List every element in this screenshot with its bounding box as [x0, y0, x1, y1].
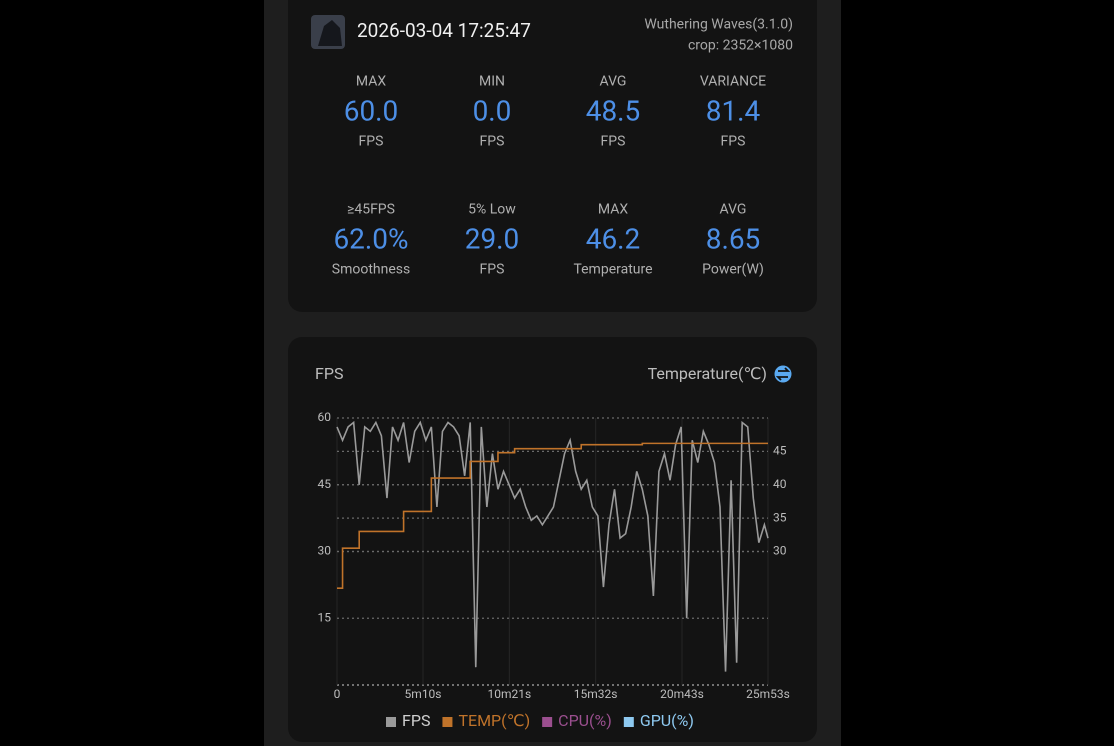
axis-switch-icon	[775, 367, 791, 381]
x-tick-label: 20m43s	[660, 687, 704, 701]
summary-card	[288, 0, 817, 312]
y2-axis-title: Temperature(℃)	[648, 364, 767, 383]
app-name: Wuthering Waves(3.1.0)	[644, 17, 793, 33]
stat-label: AVG	[720, 202, 747, 218]
y2-tick-label: 35	[773, 510, 787, 524]
stat-value: 60.0	[344, 94, 399, 127]
stat-unit: FPS	[480, 262, 505, 278]
x-tick-label: 25m53s	[746, 687, 790, 701]
stat-unit: FPS	[601, 134, 626, 150]
x-tick-label: 10m21s	[487, 687, 531, 701]
legend-label: FPS	[402, 711, 430, 730]
stat-label: 5% Low	[468, 202, 516, 218]
x-tick-label: 15m32s	[574, 687, 618, 701]
legend-swatch	[542, 717, 553, 727]
stat-value: 81.4	[706, 94, 761, 127]
stat-unit: FPS	[480, 134, 505, 150]
game-icon-figure	[318, 20, 342, 46]
stat-unit: Temperature	[573, 262, 652, 278]
stat-label: AVG	[600, 74, 627, 90]
stat-value: 48.5	[586, 94, 641, 127]
stat-value: 8.65	[706, 222, 761, 255]
stat-label: VARIANCE	[700, 74, 766, 90]
legend-label: GPU(%)	[640, 711, 694, 730]
y-tick-label: 60	[318, 410, 332, 424]
stats-grid: MAX 60.0 FPS MIN 0.0 FPS AVG 48.5 FPS VARIANCE 81.…	[332, 74, 766, 278]
stat-label: ≥45FPS	[347, 202, 395, 218]
y2-tick-label: 30	[773, 544, 787, 558]
y-tick-label: 45	[318, 477, 332, 491]
legend-swatch	[442, 717, 453, 727]
stat-value: 0.0	[473, 94, 512, 127]
x-tick-label: 0	[334, 687, 341, 701]
y2-tick-label: 45	[773, 444, 787, 458]
chart: 0 5m10s 10m21s 15m32s 20m43s 25m53s 15 30 45 60 30…	[318, 410, 790, 730]
series-line	[337, 442, 768, 590]
x-tick-label: 5m10s	[405, 687, 442, 701]
series-line	[336, 420, 769, 672]
stat-unit: Smoothness	[332, 262, 410, 278]
stat-label: MAX	[356, 74, 386, 90]
legend-swatch	[623, 717, 634, 727]
chart-card	[288, 337, 817, 742]
stat-unit: Power(W)	[702, 262, 764, 278]
stat-label: MIN	[479, 74, 505, 90]
y-tick-label: 15	[318, 610, 332, 624]
axis-switch-button[interactable]	[774, 365, 792, 383]
y2-tick-label: 40	[773, 477, 787, 491]
crop-size: crop: 2352×1080	[688, 38, 793, 54]
stat-unit: FPS	[359, 134, 384, 150]
stat-value: 46.2	[586, 222, 641, 255]
stat-unit: FPS	[721, 134, 746, 150]
legend-label: CPU(%)	[558, 711, 612, 730]
legend-label: TEMP(℃)	[458, 711, 530, 730]
stat-value: 29.0	[465, 222, 520, 255]
y-tick-label: 30	[318, 544, 332, 558]
legend-swatch	[386, 717, 396, 727]
session-date: 2026-03-04 17:25:47	[357, 19, 531, 42]
stat-label: MAX	[598, 202, 628, 218]
y-axis-title: FPS	[315, 364, 343, 383]
stat-value: 62.0%	[333, 222, 408, 255]
